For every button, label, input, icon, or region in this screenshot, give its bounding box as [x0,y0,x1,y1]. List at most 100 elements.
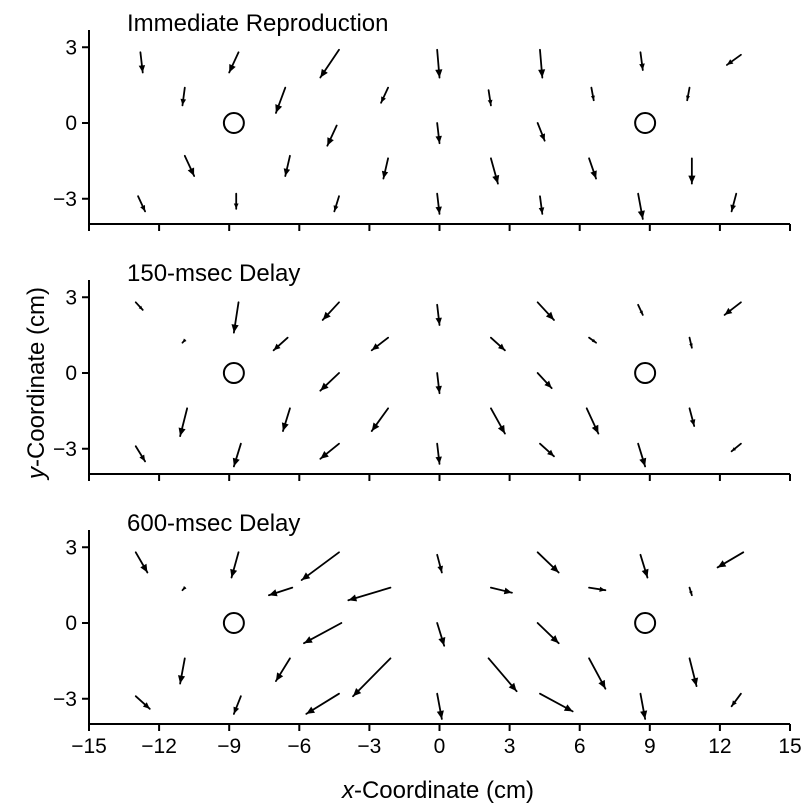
arrow-head [435,206,442,214]
arrow-head [435,456,442,464]
arrow [536,372,553,390]
arrow-head [381,96,386,103]
arrow [137,195,146,213]
arrow [730,442,742,453]
panel-3: 3 0 −3 −15 −12 −9 −6 −3 0 3 6 9 12 15 600-msec Delay [53,510,802,758]
arrow [536,622,560,645]
arrow-head [275,104,283,113]
arrow-head [503,587,512,595]
arrow-head [353,688,362,697]
arrow-head [497,424,505,434]
arrow-head [371,343,380,351]
arrow-head [231,324,239,333]
x-tick-label: 12 [708,735,731,758]
arrow-head [381,170,389,179]
arrow-head [731,447,736,452]
arrow [232,442,242,468]
arrow [436,622,446,647]
arrow [232,695,242,715]
arrow [303,622,343,645]
y-axis-label: y-Coordinate (cm) [23,287,50,481]
arrow [688,657,699,688]
arrow-head [268,589,278,597]
y-tick-label: 0 [65,362,77,385]
arrow [178,407,189,438]
arrow-head [139,454,146,462]
arrow [305,692,340,715]
arrow [380,86,389,104]
arrow [134,301,144,311]
arrow [539,692,574,713]
arrow [539,442,555,458]
arrow [333,195,340,213]
arrow-head [599,586,606,592]
arrow-head [637,210,645,219]
arrow-head [138,305,143,310]
arrow-head [538,207,545,214]
arrow [352,657,392,698]
arrow-head [232,457,240,467]
arrow-head [320,382,329,391]
arrow-head [498,343,505,351]
arrow-head [563,704,573,712]
x-tick-label: 6 [574,735,586,758]
x-tick-label: 9 [644,735,656,758]
arrow-head [438,637,446,646]
arrow [490,407,506,435]
arrow-head [508,682,517,692]
arrow [590,86,595,102]
arrow [228,51,240,74]
panels: 3 0 −3 Immediate Reproduction 3 0 −3 150-msec D… [53,10,802,758]
arrow [588,586,607,592]
arrow [230,551,240,579]
arrow [183,154,196,177]
arrow-head [688,175,696,184]
arrow-head [550,564,559,573]
x-tick-label: −9 [217,735,241,758]
x-tick-label: −6 [287,735,311,758]
arrow-head [178,427,186,437]
arrow-head [348,594,358,602]
arrow [435,48,443,79]
arrow [436,553,443,574]
arrow [319,372,340,392]
arrow-head [590,170,597,179]
arrow [381,157,389,180]
arrow-head [717,560,727,568]
arrow [435,303,442,326]
arrow [639,51,645,71]
x-tick-label: −15 [71,735,107,758]
arrow [730,192,738,213]
arrow-head [140,563,148,573]
arrow-head [327,137,334,146]
arrow-head [437,565,443,573]
y-tick-label: 0 [65,112,77,135]
arrow-head [371,422,380,432]
arrow [716,551,745,569]
arrow-head [436,710,444,719]
arrow-head [187,167,195,176]
arrow [588,336,597,344]
arrow-head [283,168,291,176]
arrow [688,157,696,185]
arrow-head [180,98,187,106]
arrow-head [538,69,546,78]
panel-title: 150-msec Delay [127,260,300,287]
arrow-head [590,95,595,101]
arrow [730,692,742,708]
arrow [639,553,649,579]
y-tick-label: 0 [65,612,77,635]
arrow [134,695,151,710]
arrow-head [138,65,146,73]
arrow-head [229,64,236,73]
arrow [686,86,691,102]
arrow [319,48,340,79]
arrow [688,407,696,427]
arrow [275,657,291,682]
arrow-head [333,205,339,212]
arrow-head [640,710,648,719]
y-tick-label: −3 [53,688,77,711]
arrow-head [547,449,554,457]
arrow-head [726,59,734,65]
